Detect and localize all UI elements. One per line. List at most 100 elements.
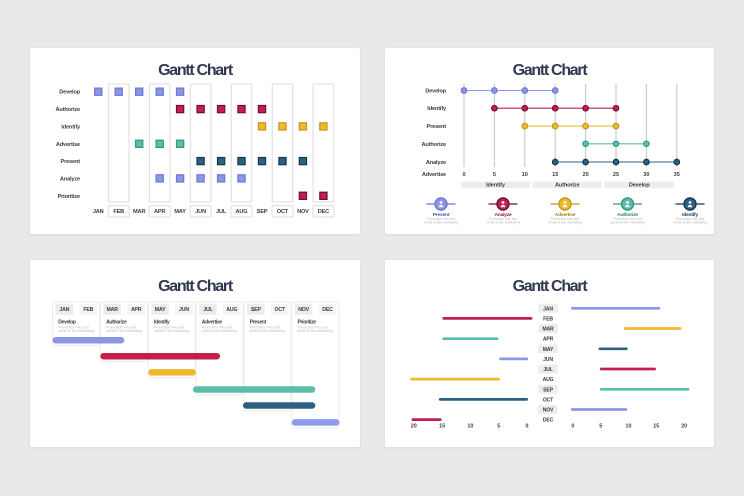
svg-text:Analyze: Analyze xyxy=(494,212,512,218)
svg-text:Gantt Chart: Gantt Chart xyxy=(513,62,589,79)
svg-text:DEC: DEC xyxy=(322,307,333,313)
svg-text:JUL: JUL xyxy=(216,209,227,215)
svg-text:MAY: MAY xyxy=(155,307,166,313)
svg-text:10: 10 xyxy=(626,423,632,429)
svg-text:Promotion info and: Promotion info and xyxy=(427,217,456,221)
svg-text:Identify: Identify xyxy=(486,183,506,189)
svg-text:5: 5 xyxy=(599,423,602,429)
svg-text:email of site marketing: email of site marketing xyxy=(611,221,645,225)
svg-text:AUG: AUG xyxy=(236,209,248,215)
svg-text:JUN: JUN xyxy=(179,307,189,313)
svg-text:NOV: NOV xyxy=(543,408,554,414)
svg-text:Promotion info and: Promotion info and xyxy=(106,325,136,329)
svg-text:MAR: MAR xyxy=(133,209,145,215)
svg-text:JUL: JUL xyxy=(543,367,552,373)
svg-text:Promotion info and: Promotion info and xyxy=(676,217,705,221)
svg-text:Authorize: Authorize xyxy=(106,320,127,326)
svg-text:NOV: NOV xyxy=(297,209,309,215)
svg-text:15: 15 xyxy=(552,172,558,178)
svg-text:0: 0 xyxy=(462,172,465,178)
svg-text:5: 5 xyxy=(493,172,496,178)
svg-text:Promotion info and: Promotion info and xyxy=(489,217,518,221)
svg-text:JAN: JAN xyxy=(543,306,553,312)
svg-text:email of site marketing: email of site marketing xyxy=(548,221,582,225)
svg-text:MAR: MAR xyxy=(542,327,554,333)
svg-text:Develop: Develop xyxy=(425,89,446,95)
svg-text:25: 25 xyxy=(613,172,619,178)
svg-text:Authorize: Authorize xyxy=(617,212,638,218)
svg-text:Prioritize: Prioritize xyxy=(298,320,317,326)
svg-text:email to the marketing: email to the marketing xyxy=(58,329,93,333)
svg-text:Promotion info and: Promotion info and xyxy=(202,325,232,329)
svg-text:20: 20 xyxy=(411,423,417,429)
svg-text:20: 20 xyxy=(681,423,687,429)
svg-text:Analyze: Analyze xyxy=(60,176,80,182)
svg-text:APR: APR xyxy=(131,307,142,313)
svg-text:Gantt Chart: Gantt Chart xyxy=(513,278,589,295)
svg-text:Identify: Identify xyxy=(427,106,447,112)
svg-text:AUG: AUG xyxy=(226,307,237,313)
svg-text:Promotion info and: Promotion info and xyxy=(154,325,184,329)
svg-text:0: 0 xyxy=(571,423,574,429)
svg-text:10: 10 xyxy=(522,172,528,178)
svg-text:Advertise: Advertise xyxy=(422,172,446,178)
svg-text:Promotion info and: Promotion info and xyxy=(250,325,280,329)
svg-text:Present: Present xyxy=(250,320,267,326)
svg-text:email to the marketing: email to the marketing xyxy=(106,329,141,333)
svg-text:OCT: OCT xyxy=(277,209,289,215)
svg-text:NOV: NOV xyxy=(298,307,309,313)
svg-text:15: 15 xyxy=(439,423,445,429)
svg-text:JUL: JUL xyxy=(203,307,213,313)
svg-text:email to the marketing: email to the marketing xyxy=(250,329,285,333)
svg-text:MAY: MAY xyxy=(543,347,554,353)
svg-text:Identify: Identify xyxy=(682,212,698,218)
svg-text:OCT: OCT xyxy=(274,307,285,313)
svg-text:SEP: SEP xyxy=(543,387,553,393)
svg-text:Promotion info and: Promotion info and xyxy=(613,217,642,221)
svg-text:email of site marketing: email of site marketing xyxy=(486,221,520,225)
svg-text:Develop: Develop xyxy=(58,320,76,326)
svg-text:DEC: DEC xyxy=(318,209,329,215)
svg-text:Gantt Chart: Gantt Chart xyxy=(158,62,234,79)
svg-text:DEC: DEC xyxy=(543,418,554,424)
svg-text:Promotion info and: Promotion info and xyxy=(58,325,88,329)
svg-text:20: 20 xyxy=(582,172,588,178)
svg-text:5: 5 xyxy=(497,423,500,429)
svg-text:Promotion info and: Promotion info and xyxy=(551,217,580,221)
svg-text:Identify: Identify xyxy=(61,124,81,130)
svg-text:MAY: MAY xyxy=(174,209,186,215)
svg-text:Authorize: Authorize xyxy=(555,183,579,189)
svg-text:SEP: SEP xyxy=(251,307,262,313)
svg-text:30: 30 xyxy=(643,172,649,178)
svg-text:FEB: FEB xyxy=(543,316,553,322)
svg-text:MAR: MAR xyxy=(107,307,119,313)
svg-text:Develop: Develop xyxy=(59,90,80,96)
svg-text:Authorize: Authorize xyxy=(422,142,446,148)
svg-text:Authorize: Authorize xyxy=(56,107,80,113)
svg-text:email of site marketing: email of site marketing xyxy=(673,221,707,225)
svg-text:Advertise: Advertise xyxy=(202,320,223,326)
svg-text:JUN: JUN xyxy=(543,357,553,363)
svg-text:10: 10 xyxy=(467,423,473,429)
svg-text:Advertise: Advertise xyxy=(555,212,576,218)
svg-text:Advertise: Advertise xyxy=(56,142,80,148)
svg-text:15: 15 xyxy=(653,423,659,429)
svg-text:FEB: FEB xyxy=(113,209,124,215)
svg-text:35: 35 xyxy=(674,172,680,178)
svg-text:JAN: JAN xyxy=(59,307,69,313)
svg-text:email of site marketing: email of site marketing xyxy=(424,221,458,225)
svg-text:OCT: OCT xyxy=(543,397,554,403)
svg-text:email to the marketing: email to the marketing xyxy=(154,329,189,333)
svg-text:Present: Present xyxy=(427,124,447,130)
svg-text:email to the marketing: email to the marketing xyxy=(298,329,333,333)
svg-text:Promotion info and: Promotion info and xyxy=(298,325,328,329)
svg-text:Present: Present xyxy=(61,159,81,165)
svg-text:Gantt Chart: Gantt Chart xyxy=(158,278,234,295)
svg-text:0: 0 xyxy=(526,423,529,429)
svg-text:JAN: JAN xyxy=(93,209,104,215)
svg-text:Develop: Develop xyxy=(629,183,650,189)
svg-text:Present: Present xyxy=(433,212,450,218)
svg-text:Identify: Identify xyxy=(154,320,170,326)
svg-text:email to the marketing: email to the marketing xyxy=(202,329,237,333)
svg-text:APR: APR xyxy=(154,209,165,215)
